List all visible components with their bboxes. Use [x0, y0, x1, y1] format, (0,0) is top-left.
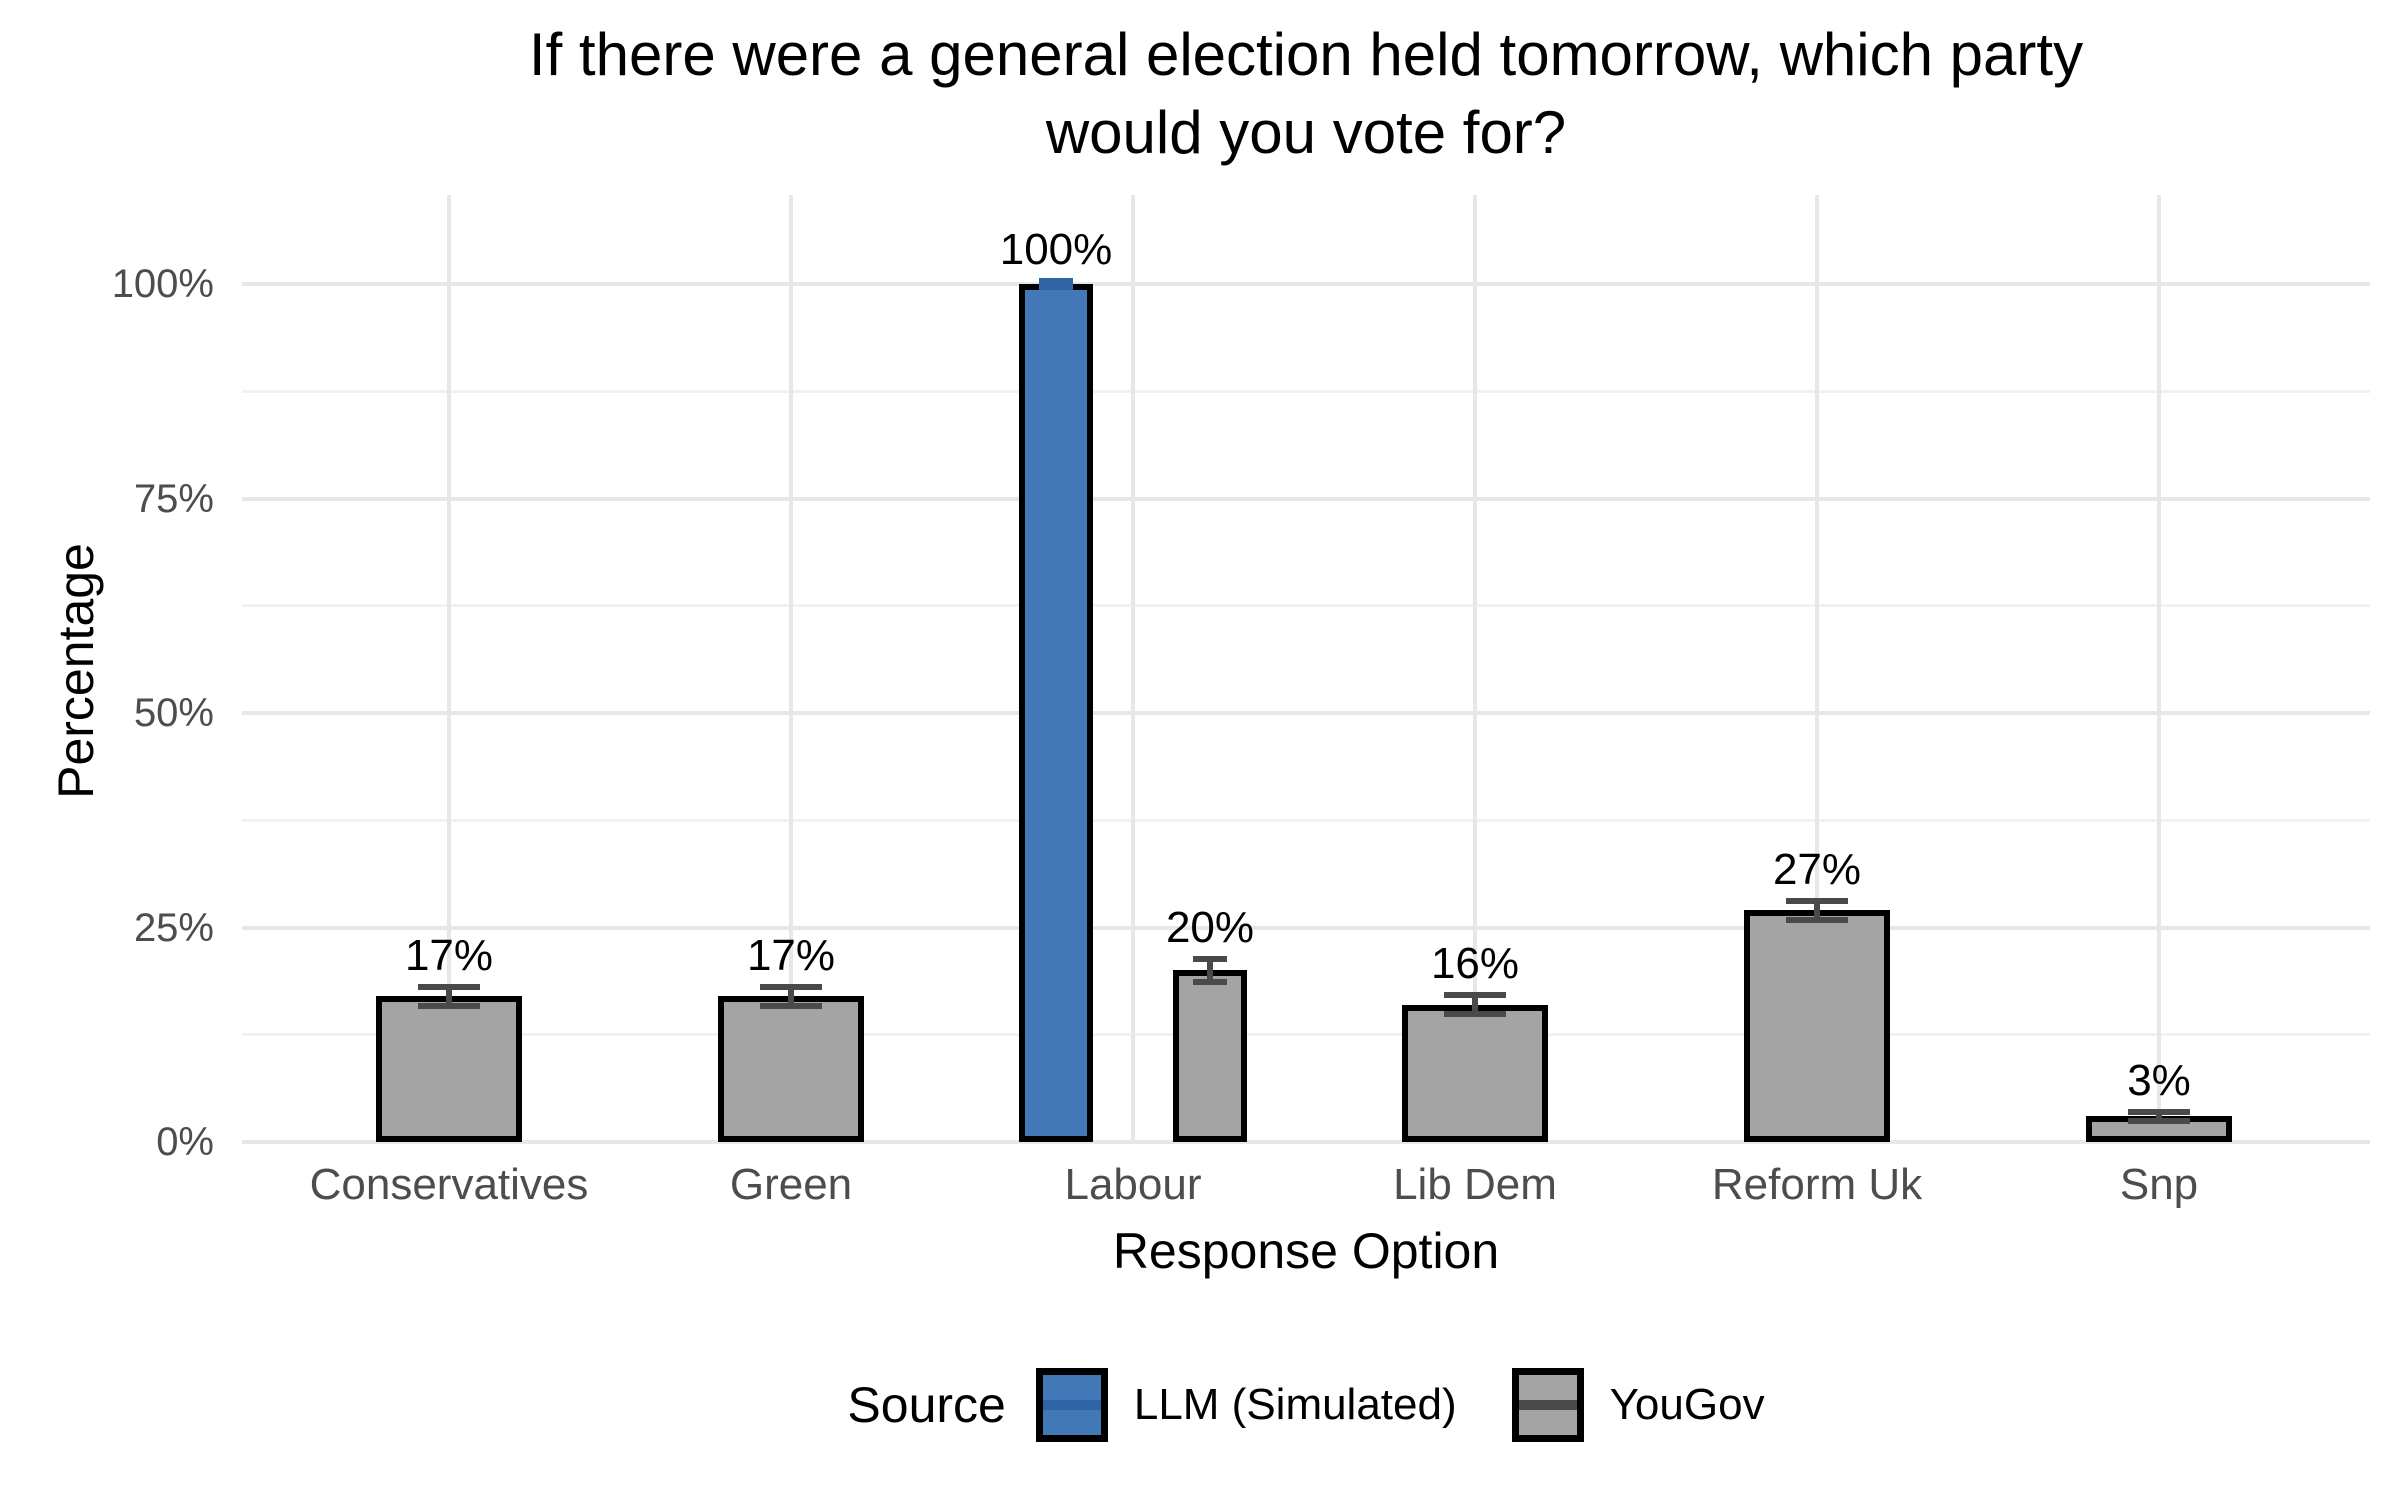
legend-key-errorbar-line: [1042, 1400, 1101, 1410]
bar-value-label: 3%: [2127, 1055, 2191, 1105]
error-bar-line: [1472, 995, 1478, 1015]
y-tick-label-100: 100%: [111, 262, 214, 306]
gridline-major-vertical: [1815, 195, 1819, 1142]
y-tick-label-25: 25%: [133, 905, 214, 950]
error-bar-cap: [418, 983, 480, 990]
bar-labour-llm-simulated: [1019, 284, 1093, 1142]
chart-title-line-2: would you vote for?: [1045, 99, 1567, 166]
gridline-major: [242, 282, 2370, 286]
error-bar-cap: [1039, 283, 1073, 290]
bar-value-label: 20%: [1165, 903, 1255, 953]
error-bar-cap: [1193, 956, 1227, 963]
legend-entry-yougov: YouGov: [1511, 1368, 1765, 1442]
bar-reform-uk-yougov: [1744, 910, 1890, 1142]
bar-green-yougov: [718, 996, 864, 1142]
error-bar-cap: [760, 1002, 822, 1009]
error-bar-line: [1207, 959, 1213, 982]
y-tick-label-75: 75%: [133, 476, 214, 521]
error-bar-line: [1814, 900, 1820, 920]
bar-conservatives-yougov: [376, 996, 522, 1142]
x-tick-label-lib-dem: Lib Dem: [1393, 1160, 1557, 1209]
legend-entry-llm-simulated: LLM (Simulated): [1035, 1368, 1457, 1442]
x-tick-label-green: Green: [729, 1160, 853, 1209]
legend-label-llm-simulated: LLM (Simulated): [1133, 1380, 1457, 1429]
chart-title: If there were a general election held to…: [242, 16, 2370, 172]
gridline-major-vertical: [1473, 195, 1477, 1142]
bar-value-label: 16%: [1430, 939, 1520, 989]
bar-value-label: 17%: [746, 930, 836, 980]
plot-panel: 17% 17% 100% 20% 16% 27% 3%: [242, 195, 2370, 1144]
gridline-major: [242, 711, 2370, 715]
error-bar-cap: [760, 983, 822, 990]
x-tick-label-conservatives: Conservatives: [309, 1160, 589, 1209]
error-bar-cap: [1444, 1011, 1506, 1018]
chart-title-line-1: If there were a general election held to…: [528, 21, 2084, 88]
legend-label-yougov: YouGov: [1609, 1380, 1765, 1429]
error-bar-cap: [2128, 1108, 2190, 1115]
error-bar-line: [446, 986, 452, 1006]
error-bar-cap: [2128, 1117, 2190, 1124]
x-tick-label-snp: Snp: [2119, 1160, 2199, 1209]
y-tick-label-50: 50%: [133, 691, 214, 735]
gridline-minor: [242, 604, 2370, 608]
gridline-minor: [242, 389, 2370, 393]
error-bar-line: [2156, 1111, 2162, 1121]
bar-labour-yougov: [1173, 970, 1247, 1142]
legend-key-llm-simulated: [1035, 1368, 1108, 1442]
gridline-major-vertical: [2157, 195, 2161, 1142]
bar-value-label: 100%: [999, 225, 1113, 275]
gridline-minor: [242, 1033, 2370, 1037]
y-tick-label-0: 0%: [156, 1120, 214, 1164]
error-bar-cap: [418, 1002, 480, 1009]
error-bar-cap: [1039, 278, 1073, 285]
gridline-major: [242, 925, 2370, 930]
bar-value-label: 17%: [404, 930, 494, 980]
error-bar-cap: [1786, 916, 1848, 923]
error-bar-cap: [1786, 897, 1848, 904]
x-axis-title: Response Option: [1112, 1223, 1500, 1279]
x-tick-label-reform-uk: Reform Uk: [1711, 1160, 1923, 1209]
gridline-minor: [242, 818, 2370, 822]
error-bar-line: [788, 986, 794, 1006]
legend-title: Source: [847, 1377, 1006, 1433]
bar-value-label: 27%: [1772, 844, 1862, 894]
legend-key-errorbar-line: [1518, 1400, 1577, 1410]
x-tick-label-labour: Labour: [1064, 1160, 1202, 1209]
gridline-major-vertical: [789, 195, 793, 1142]
legend-key-yougov: [1511, 1368, 1584, 1442]
gridline-major: [242, 1140, 2370, 1144]
gridline-major-vertical: [447, 195, 451, 1142]
error-bar-cap: [1444, 992, 1506, 999]
error-bar-cap: [1193, 978, 1227, 985]
gridline-major: [242, 496, 2370, 501]
bar-lib-dem-yougov: [1402, 1004, 1548, 1142]
legend: Source LLM (Simulated) YouGov: [242, 1358, 2370, 1452]
gridline-major-vertical: [1131, 195, 1135, 1142]
